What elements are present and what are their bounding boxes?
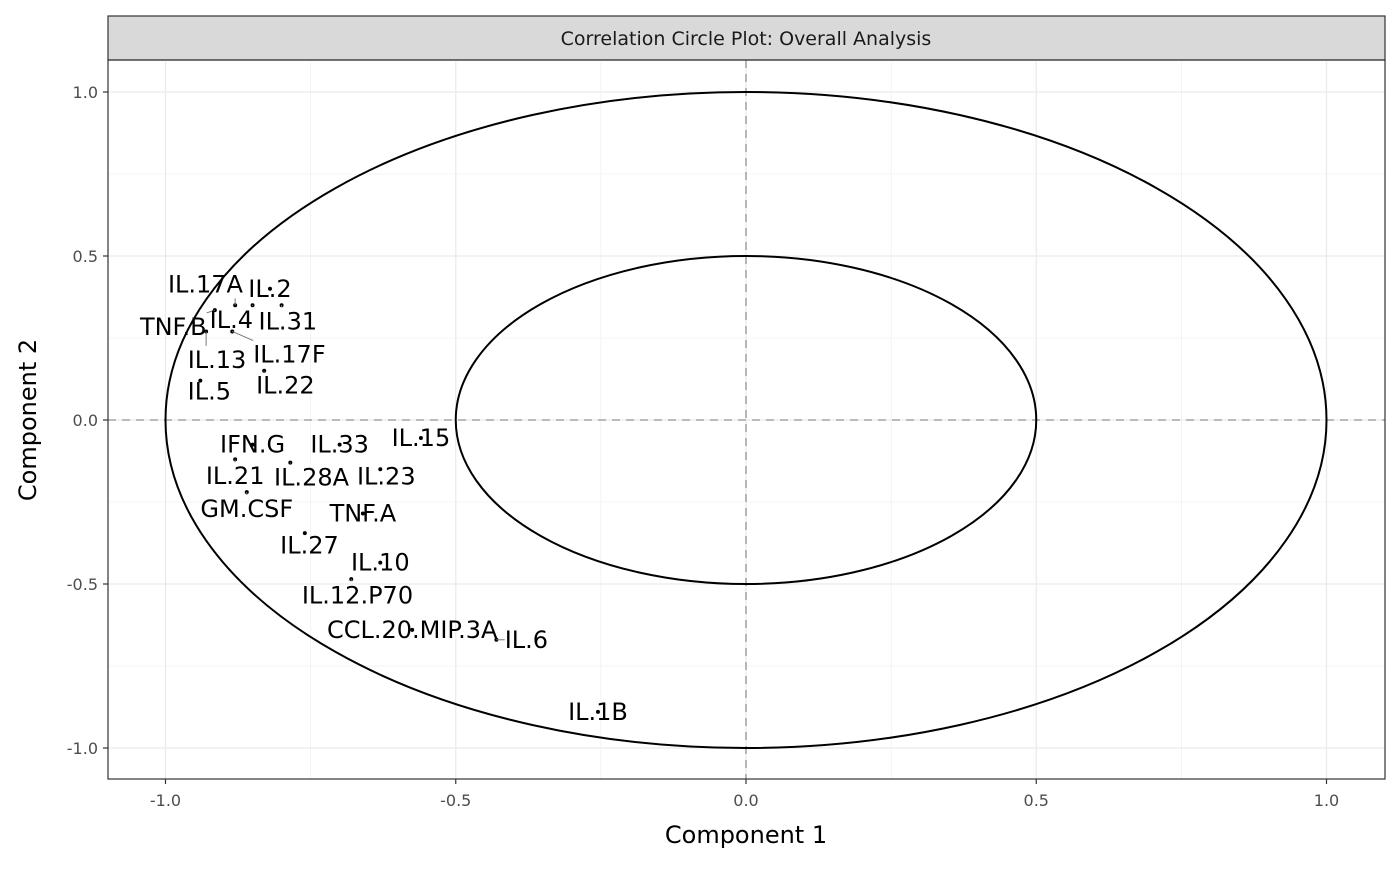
label-leader-line [206,309,216,314]
circle-r0.5 [454,255,1038,585]
y-tick-label: -1.0 [67,739,98,758]
point-label: IL.12.P70 [302,581,413,609]
point-label: IL.5 [188,378,231,406]
point-label: IL.21 [206,462,265,490]
y-axis-title: Component 2 [14,339,42,501]
strip-header [107,15,1386,61]
point [378,560,383,565]
marks [108,60,1385,779]
x-tick-label: 1.0 [1314,791,1339,810]
point [337,442,342,447]
point [378,467,383,472]
point-label: IL.2 [248,275,291,303]
point-label: TNF.A [329,499,397,527]
label-leader-line [232,330,254,341]
y-tick-label: 0.5 [73,247,98,266]
label-leader-lines [205,298,505,641]
point [418,436,423,441]
point-label: IL.13 [188,346,247,374]
point [595,709,600,714]
circle-r1 [164,91,1328,749]
y-tick-label: 0.0 [73,411,98,430]
point-label: IL.17A [168,270,244,298]
point-label: CCL.20.MIP.3A [327,616,498,644]
point-label: IL.1B [568,698,628,726]
point-label: IL.33 [310,431,369,459]
point-label: GM.CSF [200,495,293,523]
point [360,511,365,516]
point [410,627,415,632]
x-tick-label: -0.5 [440,791,471,810]
point-label: IL.15 [392,424,451,452]
point-label: IFN.G [220,431,285,459]
x-tick-label: -1.0 [150,791,181,810]
x-tick-label: 0.5 [1024,791,1049,810]
point-label: IL.22 [256,372,315,400]
point-label: IL.31 [258,307,317,335]
point [302,531,307,536]
point [250,442,255,447]
ticks: -1.0 -0.5 0.0 0.5 1.0 1.0 0.5 0.0 -0.5 -1.0 [67,83,1339,810]
point-label: IL.4 [210,306,253,334]
point-label: IL.10 [351,549,410,577]
chart-title: Correlation Circle Plot: Overall Analysi… [561,28,932,50]
point-label: IL.17F [253,341,325,369]
x-tick-label: 0.0 [733,791,758,810]
point-label: IL.23 [357,462,416,490]
point-label: IL.28A [274,463,350,491]
point-label: IL.6 [505,626,548,654]
y-tick-label: 1.0 [73,83,98,102]
point-label: TNF.B [139,313,207,341]
point [267,286,272,291]
point [198,378,203,383]
x-axis-title: Component 1 [665,821,827,849]
y-tick-label: -0.5 [67,575,98,594]
point-label: IL.27 [280,531,339,559]
